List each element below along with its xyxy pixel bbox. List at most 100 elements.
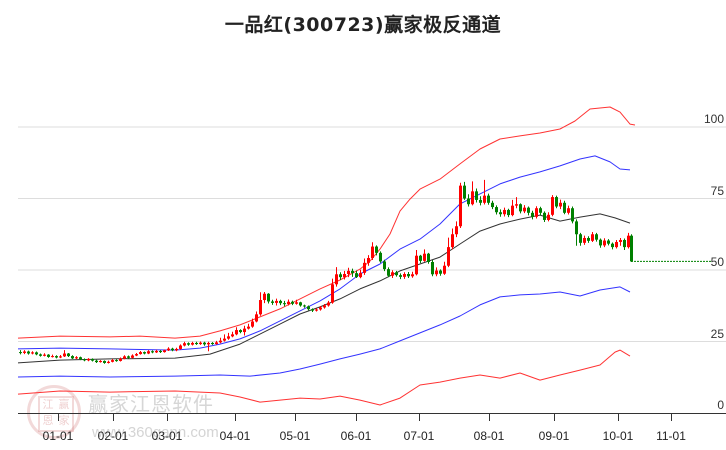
candle-body: [339, 274, 342, 278]
candle-body: [479, 199, 482, 203]
candle-body: [303, 305, 306, 307]
watermark-logo-char: 恩: [42, 415, 54, 427]
candle-body: [139, 352, 142, 355]
candle-body: [291, 301, 294, 304]
channel-bands: [17, 106, 636, 406]
candle-body: [167, 348, 170, 351]
candle-body: [519, 204, 522, 212]
candle-body: [187, 343, 190, 345]
candle-body: [587, 237, 590, 241]
candle-body: [79, 357, 82, 360]
candle-body: [535, 208, 538, 217]
candle-body: [623, 239, 626, 248]
x-tick-label: 10-01: [602, 429, 634, 443]
candle-body: [315, 309, 318, 311]
x-tick-label: 03-01: [151, 429, 183, 443]
candle-body: [495, 207, 498, 213]
chart-title: 一品红(300723)赢家极反通道: [224, 14, 502, 36]
candle-body: [287, 301, 290, 305]
candle-body: [543, 212, 546, 220]
candle-body: [235, 330, 238, 335]
candle-body: [191, 342, 194, 345]
candle-body: [271, 301, 274, 303]
candle-body: [323, 305, 326, 308]
y-tick-label: 75: [710, 183, 724, 198]
x-tick-label: 07-01: [403, 429, 435, 443]
candle-body: [403, 274, 406, 277]
candle-body: [371, 246, 374, 258]
candle-body: [491, 202, 494, 208]
candle-body: [67, 353, 70, 357]
candle-body: [407, 274, 410, 277]
candle-body: [335, 274, 338, 285]
candle-body: [443, 265, 446, 274]
candle-body: [39, 354, 42, 356]
candlesticks: [19, 179, 712, 364]
candle-body: [255, 314, 258, 322]
candle-body: [215, 342, 218, 345]
candle-body: [43, 354, 46, 356]
upper-outer-band-line: [17, 106, 636, 339]
candle-body: [27, 351, 30, 354]
x-tick-label: 09-01: [538, 429, 570, 443]
candle-body: [355, 273, 358, 278]
candle-body: [195, 342, 198, 345]
watermark-logo-char: 家: [58, 415, 70, 427]
candle-body: [35, 352, 38, 355]
candle-body: [147, 351, 150, 354]
candle-body: [359, 272, 362, 278]
candle-body: [295, 302, 298, 304]
candle-body: [259, 300, 262, 315]
candle-body: [459, 185, 462, 227]
y-tick-label: 25: [710, 326, 724, 341]
candle-body: [415, 255, 418, 275]
candle-body: [87, 358, 90, 361]
candle-body: [211, 342, 214, 345]
candle-body: [423, 253, 426, 261]
candle-body: [539, 208, 542, 213]
candle-body: [31, 352, 34, 354]
candle-body: [451, 234, 454, 248]
candle-body: [179, 345, 182, 349]
candle-body: [279, 300, 282, 304]
candle-body: [103, 360, 106, 363]
candle-body: [575, 221, 578, 235]
x-tick-label: 06-01: [340, 429, 372, 443]
watermark-logo-char: 赢: [58, 399, 70, 411]
candle-body: [447, 247, 450, 266]
candle-body: [383, 261, 386, 270]
candle-body: [135, 354, 138, 356]
candle-body: [155, 350, 158, 353]
candle-body: [307, 306, 310, 310]
candle-body: [627, 235, 630, 248]
candle-body: [471, 191, 474, 205]
candle-body: [367, 257, 370, 263]
candle-body: [611, 243, 614, 248]
candle-body: [95, 360, 98, 363]
candle-body: [275, 300, 278, 303]
candle-body: [115, 360, 118, 362]
candle-body: [351, 270, 354, 274]
candle-body: [123, 356, 126, 359]
y-tick-label: 0: [717, 398, 724, 412]
candle-body: [175, 348, 178, 351]
candle-body: [331, 284, 334, 303]
candle-body: [427, 253, 430, 262]
candle-body: [243, 328, 246, 333]
candle-body: [571, 208, 574, 222]
candle-body: [55, 356, 58, 358]
candle-body: [71, 356, 74, 359]
candle-body: [467, 198, 470, 205]
candle-body: [127, 356, 130, 358]
candle-body: [375, 246, 378, 253]
candle-body: [515, 204, 518, 206]
candle-body: [399, 275, 402, 277]
candle-body: [419, 255, 422, 261]
candle-body: [171, 348, 174, 351]
candle-body: [619, 239, 622, 242]
candle-body: [523, 207, 526, 212]
candle-body: [531, 212, 534, 217]
candle-body: [455, 226, 458, 235]
candle-body: [507, 209, 510, 216]
gridlines: [18, 126, 726, 342]
